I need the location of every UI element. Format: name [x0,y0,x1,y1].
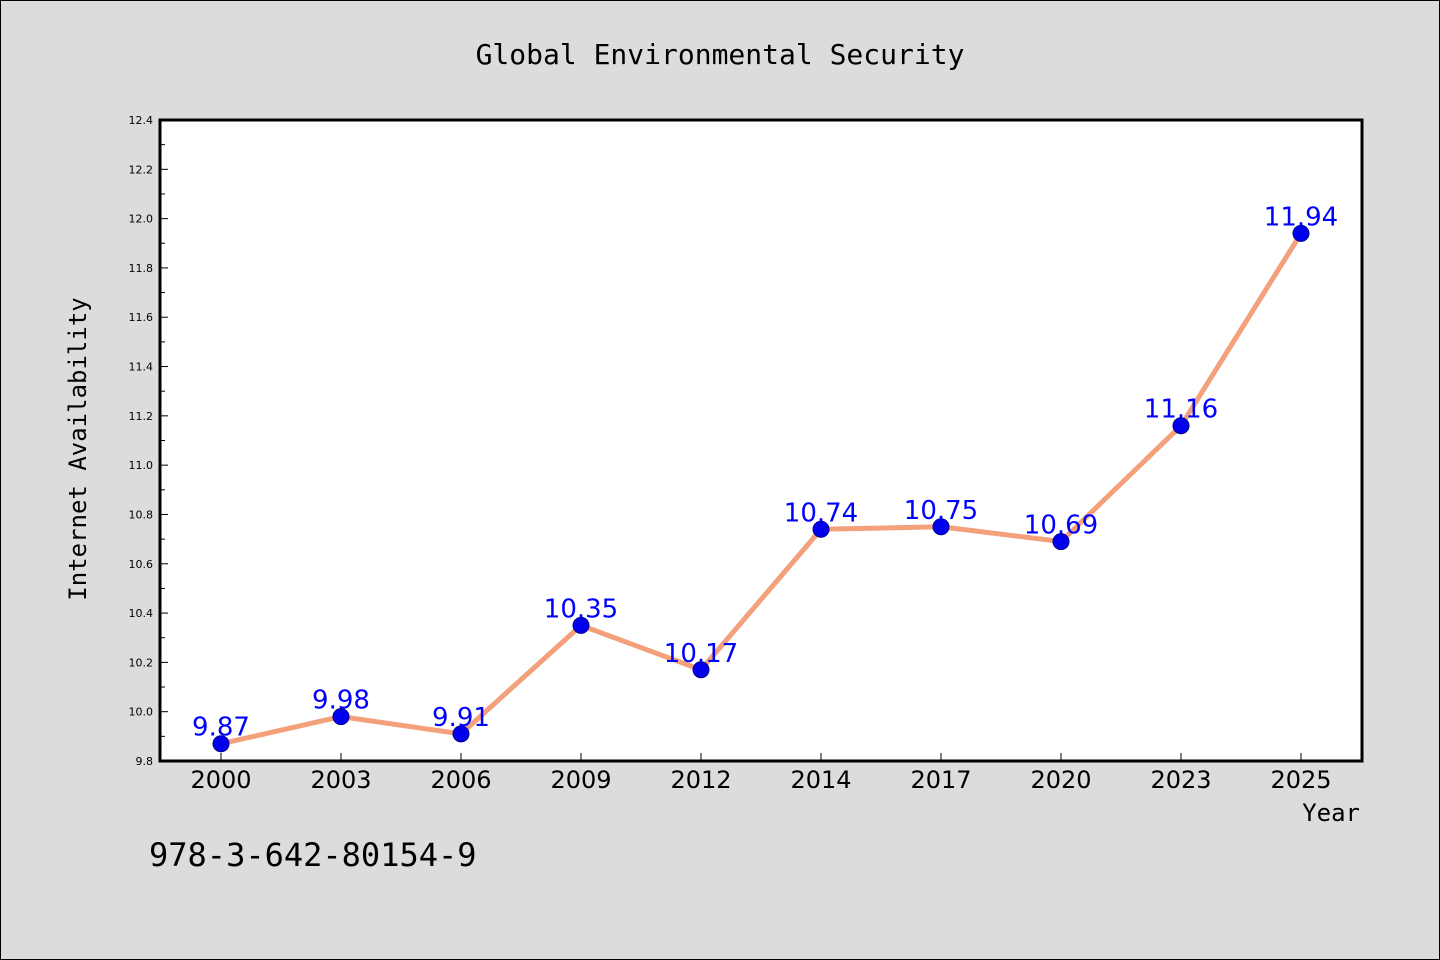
data-point [572,616,590,634]
y-tick-label: 10.6 [129,558,154,571]
x-tick-label: 2014 [790,766,851,794]
x-axis-label: Year [1302,799,1360,827]
data-point [452,725,470,743]
y-tick-label: 10.0 [129,706,154,719]
data-label: 11.94 [1264,202,1338,232]
y-tick-label: 11.6 [129,311,154,324]
chart-title: Global Environmental Security [476,38,965,71]
data-point [692,661,710,679]
data-point [932,518,950,536]
x-axis-ticks: 2000 2003 2006 2009 2012 2014 2017 2020 2023 2025 [190,753,1332,794]
y-tick-label: 10.2 [129,656,154,669]
data-label: 9.91 [432,703,490,733]
y-tick-label: 12.2 [129,163,154,176]
x-tick-label: 2025 [1270,766,1331,794]
data-label: 11.16 [1144,395,1218,425]
isbn-annotation: 978-3-642-80154-9 [149,836,477,874]
data-labels-group: 9.87 9.98 9.91 10.35 10.17 10.74 10.75 10.69 11.… [192,202,1338,742]
data-label: 10.74 [784,498,858,528]
series-group [212,224,1310,753]
data-label: 9.98 [312,686,370,716]
data-label: 10.69 [1024,511,1098,541]
data-label: 9.87 [192,713,250,743]
y-tick-label: 11.0 [129,459,154,472]
data-label: 10.17 [664,639,738,669]
plot-area [158,118,1364,763]
y-tick-label: 11.2 [129,410,154,423]
data-point [1052,533,1070,551]
x-tick-label: 2023 [1150,766,1211,794]
y-axis-ticks: 9.8 10.0 10.2 10.4 10.6 10.8 11.0 11.2 11.4 11.6 1… [129,114,168,768]
y-tick-label: 12.0 [129,213,154,226]
y-tick-label: 10.8 [129,508,154,521]
y-tick-label: 11.8 [129,262,154,275]
x-tick-label: 2006 [430,766,491,794]
data-point [812,520,830,538]
x-tick-label: 2017 [910,766,971,794]
data-point [1292,224,1310,242]
y-tick-label: 9.8 [136,755,154,768]
data-label: 10.75 [904,496,978,526]
y-axis-label: Internet Availability [64,297,92,600]
x-tick-label: 2012 [670,766,731,794]
y-tick-label: 12.4 [129,114,154,127]
data-point [212,735,230,753]
data-label: 10.35 [544,594,618,624]
data-point [1172,417,1190,435]
x-tick-label: 2003 [310,766,371,794]
x-tick-label: 2009 [550,766,611,794]
x-tick-label: 2000 [190,766,251,794]
data-point [332,708,350,726]
series-line [218,230,1304,747]
y-tick-label: 10.4 [129,607,154,620]
y-tick-label: 11.4 [129,361,154,374]
x-tick-label: 2020 [1030,766,1091,794]
